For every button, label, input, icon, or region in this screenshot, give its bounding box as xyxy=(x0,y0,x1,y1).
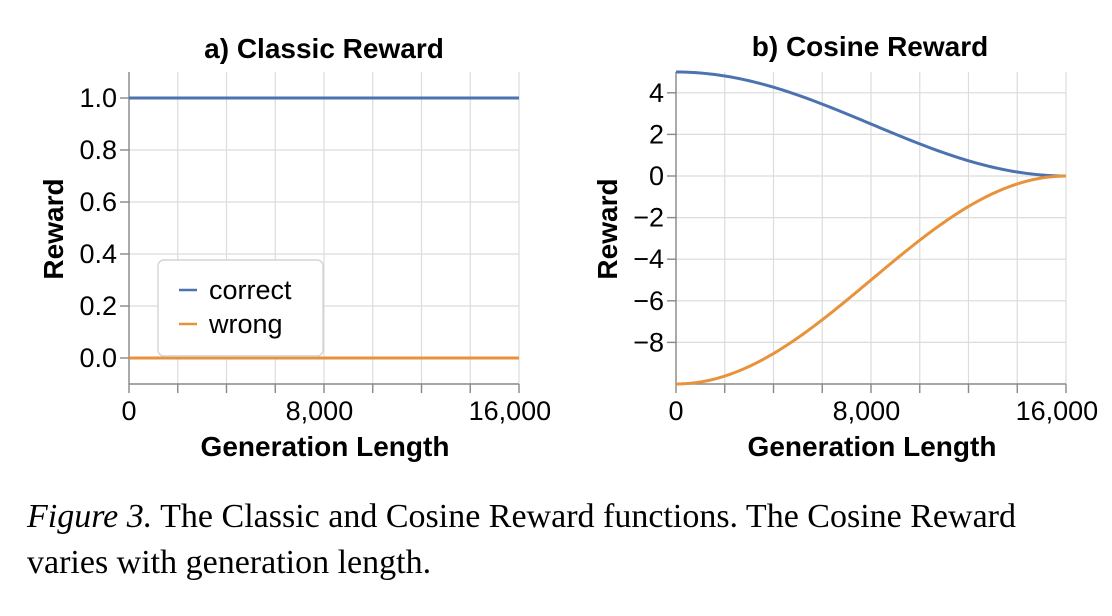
panel-b-tick-labels: 0 8,000 16,000 −8 −6 −4 −2 0 2 4 xyxy=(633,78,1098,426)
y-tick-label: 0.6 xyxy=(79,187,117,217)
y-tick-label: 0.2 xyxy=(79,291,117,321)
panel-b-axes xyxy=(667,72,1067,393)
panel-b-cosine-reward: b) Cosine Reward 0 8,000 16,000 −8 −6 −4 −2 0 2 4… xyxy=(592,31,1098,462)
legend: correct wrong xyxy=(157,259,324,357)
panel-a-classic-reward: a) Classic Reward 0 8,000 16,0000.00.20.40… xyxy=(38,33,551,462)
series-line-wrong xyxy=(675,174,1067,386)
x-tick-label: 0 xyxy=(668,396,683,426)
legend-box xyxy=(157,259,324,357)
legend-label-correct: correct xyxy=(209,275,292,305)
y-tick-label: −8 xyxy=(633,327,664,357)
figure-caption: Figure 3. The Classic and Cosine Reward … xyxy=(27,494,1097,586)
x-tick-label: 8,000 xyxy=(286,396,354,426)
y-tick-label: −4 xyxy=(633,244,664,274)
panel-b-x-axis-label: Generation Length xyxy=(748,431,997,462)
y-tick-label: 1.0 xyxy=(79,83,117,113)
series-line-correct xyxy=(675,70,1067,178)
y-tick-label: −6 xyxy=(633,286,664,316)
panel-b-title: b) Cosine Reward xyxy=(752,31,988,62)
y-tick-label: 0.8 xyxy=(79,135,117,165)
y-tick-label: 0.0 xyxy=(79,343,117,373)
caption-label: Figure 3. xyxy=(27,498,153,535)
y-tick-label: 4 xyxy=(649,78,664,108)
panel-a-axes xyxy=(120,72,520,393)
x-tick-label: 16,000 xyxy=(1016,396,1099,426)
y-tick-label: −2 xyxy=(633,203,664,233)
panel-a-y-axis-label: Reward xyxy=(38,178,69,279)
caption-text: The Classic and Cosine Reward functions.… xyxy=(27,498,1016,581)
y-tick-label: 2 xyxy=(649,119,664,149)
figure-canvas: a) Classic Reward 0 8,000 16,0000.00.20.40… xyxy=(38,31,1098,462)
x-tick-label: 16,000 xyxy=(469,396,552,426)
y-tick-label: 0 xyxy=(649,161,664,191)
panel-b-grid xyxy=(675,72,1067,384)
panel-a-tick-labels: 0 8,000 16,000 0.0 0.2 0.4 0.6 0.8 1.0 xyxy=(79,83,551,426)
panel-a-title: a) Classic Reward xyxy=(204,33,444,64)
legend-label-wrong: wrong xyxy=(208,309,283,339)
x-tick-label: 0 xyxy=(121,396,136,426)
panel-b-series xyxy=(675,70,1067,386)
y-tick-label: 0.4 xyxy=(79,239,117,269)
panel-b-y-axis-label: Reward xyxy=(592,178,623,279)
x-tick-label: 8,000 xyxy=(833,396,901,426)
panel-a-x-axis-label: Generation Length xyxy=(201,431,450,462)
panel-a-series xyxy=(129,96,519,360)
